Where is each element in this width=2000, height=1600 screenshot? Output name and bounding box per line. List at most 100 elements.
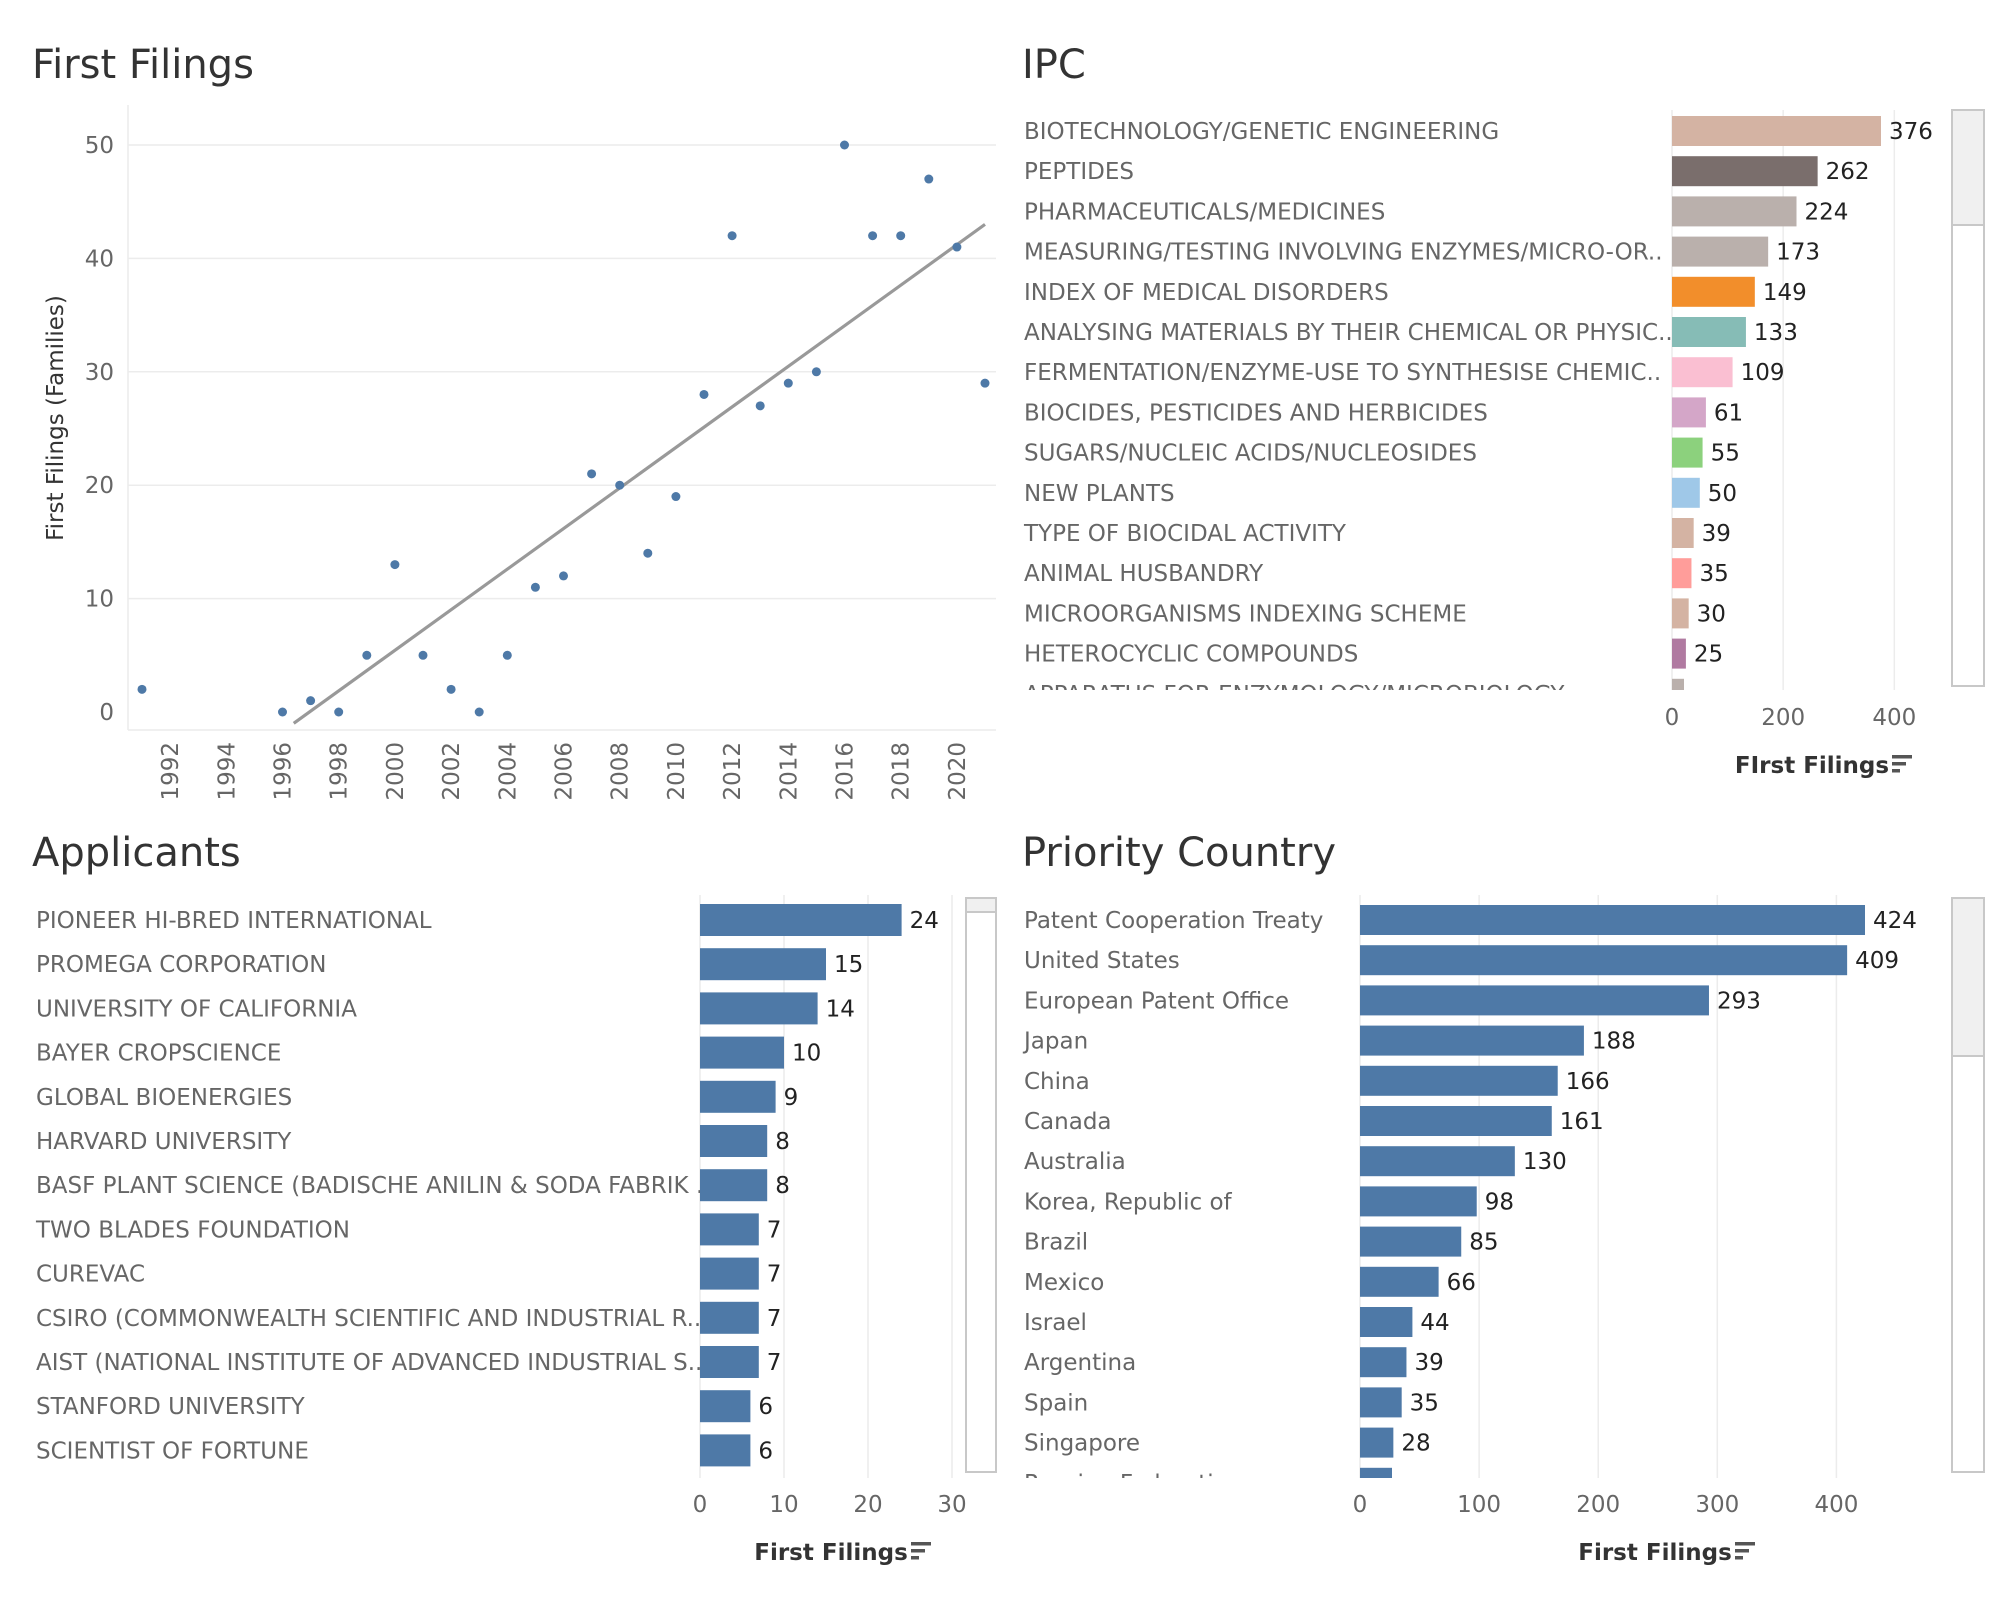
scatter-point[interactable] [643,549,652,558]
applicant-bar[interactable] [700,1434,750,1466]
scatter-point[interactable] [362,651,371,660]
ipc-category-label: BIOCIDES, PESTICIDES AND HERBICIDES [1024,400,1488,426]
ipc-bar[interactable] [1672,639,1686,669]
applicant-label: TWO BLADES FOUNDATION [35,1217,350,1243]
country-bar[interactable] [1360,1307,1412,1337]
scatter-point[interactable] [840,141,849,150]
country-value-label: 161 [1560,1109,1604,1135]
ipc-bar[interactable] [1672,518,1694,548]
ipc-bar[interactable] [1672,397,1706,427]
scatter-point[interactable] [868,231,877,240]
priority-country-scrollbar[interactable] [1952,898,1984,1472]
ipc-value-label: 173 [1776,240,1820,266]
applicant-bar[interactable] [700,1258,759,1290]
ipc-bar[interactable] [1672,196,1797,226]
sort-icon[interactable] [911,1542,931,1560]
x-tick-label: 2016 [833,742,859,801]
applicant-bar[interactable] [700,904,902,936]
applicant-bar[interactable] [700,1346,759,1378]
scatter-point[interactable] [278,708,287,717]
scatter-point[interactable] [587,469,596,478]
applicant-bar[interactable] [700,948,826,980]
sort-icon[interactable] [1735,1542,1755,1560]
ipc-value-label: 35 [1699,561,1728,587]
applicant-bar[interactable] [700,1390,750,1422]
x-tick-label: 0 [1353,1492,1368,1518]
applicant-bar[interactable] [700,992,818,1024]
country-label-partial: Russian Federation [1024,1471,1242,1497]
scatter-point[interactable] [952,243,961,252]
scatter-point[interactable] [475,708,484,717]
scatter-point[interactable] [138,685,147,694]
ipc-category-label-partial: APPARATUS FOR ENZYMOLOGY/MICROBIOLOGY [1024,682,1565,708]
country-bar[interactable] [1360,985,1709,1015]
applicant-bar[interactable] [700,1125,767,1157]
scrollbar-thumb[interactable] [1952,110,1984,225]
scatter-point[interactable] [924,175,933,184]
sort-icon-line [1892,755,1912,759]
country-bar[interactable] [1360,1387,1402,1417]
applicant-bar[interactable] [700,1081,776,1113]
ipc-bar[interactable] [1672,558,1691,588]
ipc-bar[interactable] [1672,598,1689,628]
country-value-label: 409 [1855,948,1899,974]
country-bar[interactable] [1360,1267,1439,1297]
scatter-point[interactable] [981,379,990,388]
country-bar[interactable] [1360,1066,1558,1096]
first-filings-chart: First Filings010203040501992199419961998… [32,42,996,801]
scatter-point[interactable] [756,401,765,410]
sort-icon[interactable] [1892,755,1912,773]
ipc-bar[interactable] [1672,317,1746,347]
country-bar[interactable] [1360,945,1847,975]
country-bar[interactable] [1360,1186,1477,1216]
ipc-bar[interactable] [1672,116,1881,146]
applicant-bar[interactable] [700,1169,767,1201]
scatter-point[interactable] [671,492,680,501]
country-bar[interactable] [1360,1227,1461,1257]
applicants-scrollbar[interactable] [966,898,996,1472]
scrollbar-thumb[interactable] [1952,898,1984,1056]
country-value-label: 130 [1523,1149,1567,1175]
ipc-bar[interactable] [1672,277,1755,307]
scatter-point[interactable] [306,696,315,705]
applicant-bar[interactable] [700,1302,759,1334]
ipc-bar[interactable] [1672,156,1818,186]
scrollbar-thumb[interactable] [966,898,996,912]
scrollbar-track[interactable] [966,898,996,1472]
scatter-point[interactable] [559,571,568,580]
ipc-bar[interactable] [1672,438,1703,468]
y-tick-label: 20 [85,473,114,499]
scatter-point[interactable] [447,685,456,694]
scatter-point[interactable] [334,708,343,717]
x-tick-label: 2006 [552,742,578,801]
scatter-point[interactable] [700,390,709,399]
ipc-scrollbar[interactable] [1952,110,1984,686]
x-tick-label: 200 [1576,1492,1620,1518]
country-value-label: 35 [1410,1390,1439,1416]
scatter-point[interactable] [784,379,793,388]
scatter-point[interactable] [419,651,428,660]
x-tick-label: 100 [1457,1492,1501,1518]
scatter-point[interactable] [812,367,821,376]
ipc-title: IPC [1022,42,1086,88]
scatter-point[interactable] [728,231,737,240]
country-bar[interactable] [1360,1347,1406,1377]
scatter-point[interactable] [531,583,540,592]
country-bar[interactable] [1360,905,1865,935]
ipc-bar[interactable] [1672,237,1768,267]
ipc-value-label: 50 [1708,481,1737,507]
country-bar[interactable] [1360,1146,1515,1176]
country-bar[interactable] [1360,1106,1552,1136]
country-bar[interactable] [1360,1428,1393,1458]
scatter-point[interactable] [503,651,512,660]
country-label: Israel [1024,1310,1087,1336]
scatter-point[interactable] [615,481,624,490]
country-bar[interactable] [1360,1026,1584,1056]
country-value-label: 44 [1420,1310,1449,1336]
applicant-bar[interactable] [700,1213,759,1245]
ipc-bar[interactable] [1672,357,1733,387]
ipc-bar[interactable] [1672,478,1700,508]
scatter-point[interactable] [896,231,905,240]
scatter-point[interactable] [390,560,399,569]
applicant-bar[interactable] [700,1037,784,1069]
